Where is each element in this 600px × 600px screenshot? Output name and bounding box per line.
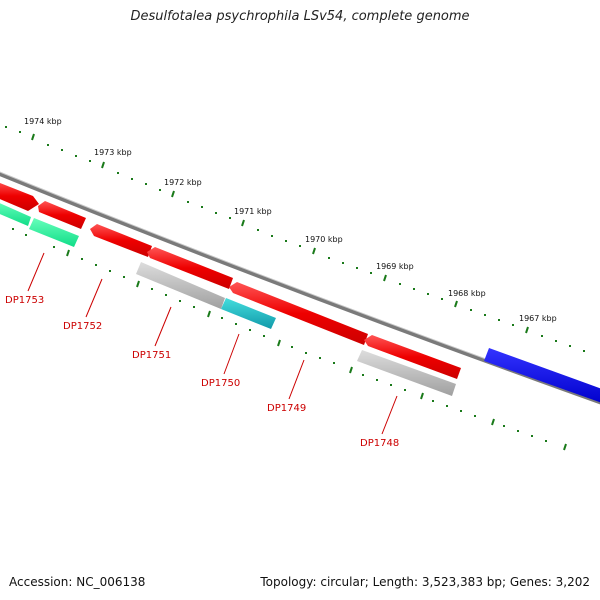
kbp-label: 1971 kbp — [234, 207, 272, 216]
kbp-label: 1973 kbp — [94, 148, 132, 157]
kbp-label: 1970 kbp — [305, 235, 343, 244]
gene-block — [364, 335, 461, 379]
kbp-label: 1974 kbp — [24, 117, 62, 126]
kbp-label: 1967 kbp — [519, 314, 557, 323]
gene-label-dp1752: DP1752 — [63, 321, 102, 332]
accession-text: Accession: NC_006138 — [9, 575, 146, 589]
map-title: Desulfotalea psychrophila LSv54, complet… — [130, 9, 470, 24]
inner-scale-ring — [12, 228, 547, 442]
gene-labels: DP1753 DP1752 DP1751 DP1750 DP1749 DP174… — [5, 252, 399, 449]
gene-block — [0, 182, 39, 211]
gene-block — [147, 247, 233, 289]
gene-label-dp1750: DP1750 — [201, 378, 240, 389]
kbp-label: 1972 kbp — [164, 178, 202, 187]
gene-block — [136, 262, 225, 309]
gene-block — [357, 350, 456, 396]
gene-block — [229, 282, 368, 345]
reverse-strand-genes — [0, 203, 456, 396]
genome-summary-text: Topology: circular; Length: 3,523,383 bp… — [260, 575, 590, 589]
outer-major-ticks — [31, 133, 529, 334]
gene-block — [484, 348, 600, 403]
gene-label-dp1749: DP1749 — [267, 403, 306, 414]
gene-block — [38, 201, 86, 229]
kbp-tick-labels: 1974 kbp 1973 kbp 1972 kbp 1971 kbp 1970… — [24, 117, 557, 323]
kbp-label: 1968 kbp — [448, 289, 486, 298]
inner-major-ticks — [66, 249, 567, 451]
gene-block — [221, 298, 276, 329]
gene-label-dp1753: DP1753 — [5, 295, 44, 306]
outer-scale-ring — [5, 126, 585, 352]
gene-label-dp1748: DP1748 — [360, 438, 399, 449]
gene-block — [29, 218, 79, 247]
gene-block — [0, 203, 31, 226]
gene-label-dp1751: DP1751 — [132, 350, 171, 361]
kbp-label: 1969 kbp — [376, 262, 414, 271]
gene-block — [90, 224, 152, 257]
forward-strand-genes — [0, 182, 600, 403]
